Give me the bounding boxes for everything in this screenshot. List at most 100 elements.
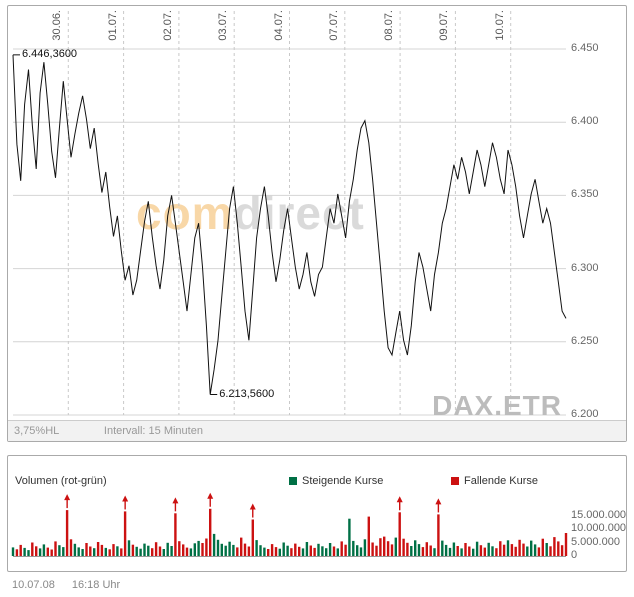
volume-bar bbox=[417, 544, 421, 556]
volume-bar bbox=[506, 540, 510, 556]
legend-falling: Fallende Kurse bbox=[451, 475, 538, 487]
volume-bar bbox=[336, 548, 339, 556]
volume-bar bbox=[147, 545, 150, 556]
volume-bar bbox=[38, 548, 42, 556]
volume-bar bbox=[228, 541, 231, 556]
x-axis-label: 10.07. bbox=[493, 10, 506, 41]
high-annotation: 6.446,3600 bbox=[22, 47, 78, 60]
price-chart-panel: comdirect DAX.ETR 6.446,3600 6.213,5600 … bbox=[7, 5, 627, 442]
volume-bar bbox=[510, 544, 514, 556]
legend-falling-label: Fallende Kurse bbox=[464, 475, 538, 487]
volume-bar bbox=[104, 547, 107, 556]
volume-bar bbox=[394, 537, 397, 556]
change-percent: 3,75%HL bbox=[14, 425, 59, 437]
volume-bar bbox=[433, 548, 436, 556]
volume-bar bbox=[73, 543, 77, 556]
volume-bar bbox=[464, 543, 467, 556]
volume-bar bbox=[185, 547, 189, 556]
volume-y-axis-label: 10.000.000 bbox=[571, 522, 627, 534]
volume-bar bbox=[85, 543, 88, 556]
low-annotation: 6.213,5600 bbox=[219, 387, 275, 400]
volume-bar bbox=[15, 549, 19, 557]
volume-bar bbox=[386, 541, 390, 557]
volume-bar bbox=[475, 541, 479, 556]
volume-bar bbox=[232, 544, 235, 556]
volume-bar bbox=[131, 544, 135, 556]
y-axis-label: 6.200 bbox=[571, 408, 599, 420]
volume-bar bbox=[290, 548, 293, 556]
volume-bar bbox=[414, 540, 417, 556]
volume-header: Volumen (rot-grün) Steigende Kurse Falle… bbox=[8, 475, 626, 489]
volume-bar bbox=[27, 550, 30, 556]
volume-bar bbox=[77, 547, 80, 556]
volume-bar bbox=[557, 541, 560, 556]
volume-bar bbox=[537, 547, 541, 556]
volume-bar bbox=[356, 545, 359, 556]
volume-bar bbox=[491, 546, 494, 556]
volume-bar bbox=[437, 514, 440, 556]
volume-bar bbox=[390, 544, 394, 556]
volume-bar bbox=[220, 543, 223, 556]
volume-bar bbox=[259, 545, 262, 556]
spike-arrow-icon bbox=[207, 492, 214, 499]
volume-y-axis-label: 5.000.000 bbox=[571, 535, 620, 548]
volume-bar bbox=[65, 510, 69, 556]
spike-arrow-icon bbox=[396, 496, 403, 503]
spike-arrow-icon bbox=[172, 497, 179, 504]
x-axis-label: 08.07. bbox=[383, 10, 396, 41]
volume-bar bbox=[154, 542, 158, 556]
volume-bar bbox=[332, 546, 336, 556]
volume-bar bbox=[352, 540, 355, 556]
volume-bar bbox=[518, 539, 521, 556]
volume-bar bbox=[468, 546, 471, 556]
falling-swatch-icon bbox=[451, 477, 459, 485]
volume-bar bbox=[294, 543, 297, 556]
x-axis-label: 03.07. bbox=[217, 10, 230, 41]
volume-bar bbox=[274, 547, 278, 556]
volume-bar bbox=[174, 513, 177, 556]
y-axis-label: 6.300 bbox=[571, 261, 599, 274]
volume-bar bbox=[348, 518, 351, 556]
volume-bar bbox=[127, 540, 131, 556]
volume-bar bbox=[298, 546, 301, 556]
volume-bar bbox=[282, 542, 285, 556]
volume-bar bbox=[31, 542, 34, 556]
volume-bar bbox=[54, 541, 57, 556]
volume-bar bbox=[236, 547, 239, 556]
volume-bar bbox=[263, 547, 266, 556]
volume-bar bbox=[116, 546, 119, 556]
volume-bar bbox=[139, 548, 142, 556]
volume-bar bbox=[189, 548, 193, 556]
volume-bar-chart bbox=[11, 492, 568, 557]
volume-bar bbox=[560, 545, 564, 556]
price-line bbox=[12, 54, 567, 395]
volume-bar bbox=[216, 539, 220, 556]
y-axis-label: 6.250 bbox=[571, 334, 599, 347]
volume-bar bbox=[100, 544, 104, 556]
volume-bar bbox=[479, 545, 483, 556]
volume-bar bbox=[549, 546, 552, 556]
x-axis-label: 07.07. bbox=[327, 10, 340, 41]
volume-bar bbox=[402, 538, 405, 556]
volume-bar bbox=[371, 542, 374, 556]
volume-bar bbox=[421, 547, 425, 556]
volume-bar bbox=[42, 544, 46, 556]
volume-bar bbox=[530, 540, 533, 556]
volume-bar bbox=[444, 544, 448, 556]
volume-bar bbox=[11, 547, 15, 556]
volume-bar bbox=[383, 536, 386, 556]
legend-rising-label: Steigende Kurse bbox=[302, 475, 384, 487]
volume-bar bbox=[545, 543, 548, 556]
volume-bar bbox=[23, 547, 26, 556]
volume-bar bbox=[81, 549, 84, 556]
spike-arrow-icon bbox=[64, 494, 71, 501]
volume-bar bbox=[522, 543, 525, 556]
x-axis-label: 01.07. bbox=[106, 10, 119, 41]
volume-bar bbox=[441, 540, 444, 556]
volume-bar bbox=[193, 543, 196, 556]
volume-bar bbox=[170, 546, 173, 556]
volume-bar bbox=[541, 538, 544, 556]
volume-bar bbox=[429, 545, 432, 556]
volume-bar bbox=[158, 546, 162, 556]
